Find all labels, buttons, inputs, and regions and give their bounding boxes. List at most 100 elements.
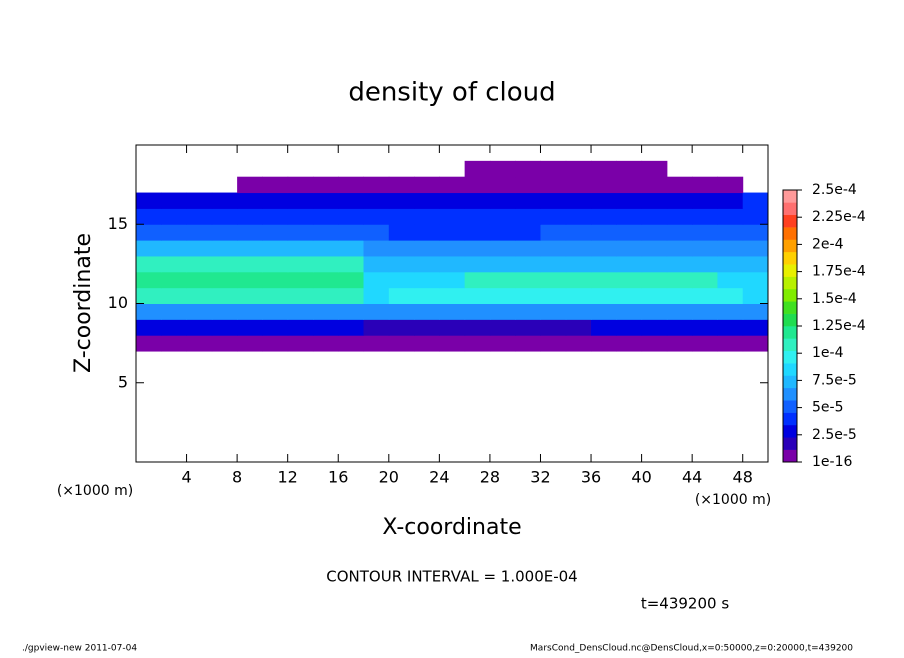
- cell: [489, 303, 516, 320]
- cell: [540, 319, 567, 336]
- cell: [565, 160, 592, 178]
- cell: [591, 271, 617, 289]
- cell: [262, 192, 289, 209]
- cell: [388, 271, 415, 289]
- cell: [186, 255, 213, 273]
- cell: [312, 192, 339, 209]
- cell: [161, 255, 188, 273]
- x-tick-label: 28: [480, 468, 500, 487]
- cell: [439, 319, 466, 336]
- cell: [565, 192, 592, 209]
- cell: [641, 255, 668, 273]
- cell: [338, 255, 365, 273]
- colorbar-label: 7.5e-5: [812, 372, 857, 388]
- cell: [363, 271, 390, 289]
- cell: [616, 192, 643, 209]
- cell: [186, 224, 213, 241]
- x-unit: (×1000 m): [57, 483, 133, 499]
- colorbar-swatch: [783, 190, 797, 203]
- colorbar-swatch: [783, 387, 797, 401]
- cell: [641, 176, 668, 194]
- time-note: t=439200 s: [641, 595, 729, 613]
- cell: [186, 192, 213, 209]
- cell: [641, 271, 668, 289]
- cell: [666, 287, 693, 304]
- cell: [186, 287, 213, 304]
- cell: [464, 319, 491, 336]
- cell: [136, 224, 162, 241]
- cell: [211, 335, 238, 352]
- cell: [262, 319, 289, 336]
- cell: [464, 240, 491, 257]
- cell: [237, 255, 263, 273]
- cell: [136, 287, 162, 304]
- colorbar-label: 2.5e-5: [812, 427, 857, 443]
- cell: [717, 303, 744, 320]
- cell: [388, 192, 415, 209]
- cell: [641, 287, 668, 304]
- colorbar-swatch: [783, 363, 797, 376]
- cell: [565, 303, 592, 320]
- cell: [237, 335, 263, 352]
- colorbar-swatch: [783, 214, 797, 228]
- cell: [565, 240, 592, 257]
- cell: [616, 224, 643, 241]
- cell: [338, 303, 365, 320]
- cell: [591, 255, 617, 273]
- x-tick-label: 44: [682, 468, 702, 487]
- cell: [363, 335, 390, 352]
- cell: [312, 255, 339, 273]
- colorbar-label: 2e-4: [812, 236, 844, 252]
- cell: [237, 224, 263, 241]
- cell: [414, 271, 440, 289]
- cell: [186, 303, 213, 320]
- cell: [742, 303, 769, 320]
- colorbar-swatch: [783, 251, 797, 265]
- cell: [717, 319, 744, 336]
- cell: [666, 208, 693, 225]
- cell: [414, 335, 440, 352]
- cell: [464, 160, 491, 178]
- colorbar-label: 5e-5: [812, 400, 843, 416]
- x-tick-label: 48: [733, 468, 753, 487]
- cell: [312, 303, 339, 320]
- colorbar-swatch: [783, 338, 797, 352]
- cell: [414, 224, 440, 241]
- cell: [186, 271, 213, 289]
- colorbar-label: 2.25e-4: [812, 209, 866, 225]
- cell: [742, 287, 769, 304]
- cell: [363, 303, 390, 320]
- cell: [338, 224, 365, 241]
- cell: [515, 176, 541, 194]
- cell: [186, 319, 213, 336]
- cell: [717, 224, 744, 241]
- cell: [666, 255, 693, 273]
- colorbar-swatch: [783, 301, 797, 314]
- cell: [666, 335, 693, 352]
- cell: [489, 192, 516, 209]
- cell: [312, 176, 339, 194]
- y-axis-label: Z-coordinate: [71, 233, 96, 373]
- cell: [363, 255, 390, 273]
- cell: [666, 319, 693, 336]
- cell: [591, 319, 617, 336]
- cell: [464, 176, 491, 194]
- cell: [262, 176, 289, 194]
- chart-title: density of cloud: [348, 78, 555, 108]
- colorbar-label: 1.75e-4: [812, 264, 866, 280]
- cell: [641, 240, 668, 257]
- cell: [211, 192, 238, 209]
- colorbar-swatch: [783, 437, 797, 450]
- cell: [616, 176, 643, 194]
- cell: [161, 335, 188, 352]
- cell: [136, 255, 162, 273]
- cell: [211, 303, 238, 320]
- cell: [641, 335, 668, 352]
- colorbar-swatch: [783, 424, 797, 438]
- cell: [565, 287, 592, 304]
- cell: [540, 160, 567, 178]
- cell: [616, 319, 643, 336]
- cell: [161, 208, 188, 225]
- y-tick-label: 15: [108, 214, 128, 233]
